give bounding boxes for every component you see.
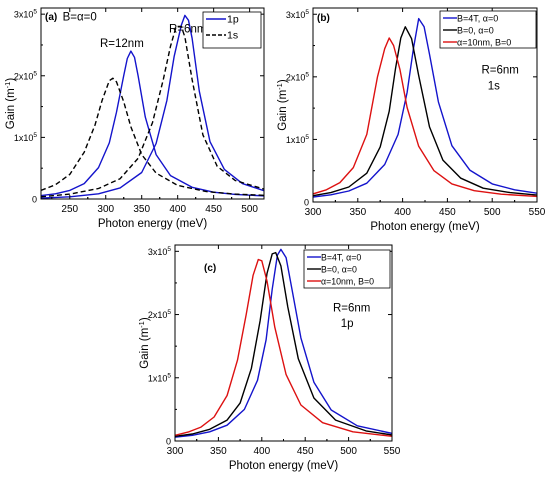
panel-a-y-tick-label: 0 — [32, 195, 37, 205]
panel-c-x-tick-label: 300 — [167, 446, 184, 457]
panel-b-y-axis-label: Gain (m-1) — [275, 79, 289, 131]
panel-a-y-tick-label: 3x105 — [14, 9, 38, 20]
panel-c-x-axis-label: Photon energy (meV) — [229, 460, 338, 472]
panel-c-y-tick-label: 1x105 — [148, 372, 172, 383]
panel-a-annotation: R=12nm — [100, 38, 144, 50]
panel-c-y-axis-label: Gain (m-1) — [137, 317, 151, 369]
panel-a-panel-label: (a) — [45, 12, 57, 23]
panel-a-x-tick-label: 300 — [97, 204, 114, 215]
panel-c-plot-area — [175, 248, 392, 438]
panel-a-x-tick-label: 350 — [133, 204, 150, 215]
panel-c-y-tick-label: 0 — [166, 437, 171, 447]
panel-a-legend-label: 1s — [227, 30, 238, 42]
panel-b-y-tick-label: 2x105 — [286, 71, 310, 82]
panel-a-plot-frame — [40, 7, 265, 200]
panel-a-y-tick-label: 2x105 — [14, 70, 38, 81]
panel-a-annotation: R=6nm — [169, 24, 206, 36]
panel-b-x-tick-label: 300 — [305, 207, 322, 218]
panel-c-legend-label: B=4T, α=0 — [321, 253, 361, 263]
panel-c: 300 350 400 450 500 550 0 1x105 2x105 3x105 Photon… — [137, 244, 401, 472]
panel-a-series-line-2 — [41, 77, 264, 196]
panel-a-y-axis-label: Gain (m-1) — [3, 78, 17, 130]
panel-b-x-tick-label: 550 — [529, 207, 546, 218]
panel-a-legend-box — [202, 11, 262, 49]
panel-c-x-tick-label: 400 — [253, 446, 270, 457]
panel-c-panel-label: (c) — [204, 263, 216, 274]
panel-b-legend-label: B=4T, α=0 — [457, 14, 498, 24]
panel-a-plot-area — [41, 14, 264, 199]
panel-c-series-line-2 — [175, 258, 392, 437]
panel-a-series-line-3 — [41, 25, 264, 198]
panel-c-x-tick-label: 450 — [297, 446, 314, 457]
panel-c-x-tick-label: 500 — [340, 446, 357, 457]
panel-c-y-tick-label: 2x105 — [148, 309, 172, 320]
panel-c-legend-label: B=0, α=0 — [321, 265, 357, 275]
panel-c-legend-label: α=10nm, B=0 — [321, 277, 374, 287]
panel-b-plot-area — [313, 17, 537, 198]
panel-a-x-tick-label: 400 — [169, 204, 186, 215]
panel-b-series-line-0 — [313, 17, 537, 198]
panel-a-x-tick-label: 250 — [61, 204, 78, 215]
panel-a-y-tick-label: 1x105 — [14, 132, 38, 143]
panel-b-legend-label: α=10nm, B=0 — [457, 38, 511, 48]
panel-a-legend-label: 1p — [227, 14, 239, 26]
panel-c-series-line-1 — [175, 251, 392, 437]
panel-b-series-line-2 — [313, 37, 537, 198]
panel-a: 250 300 350 400 450 500 0 1x105 2x105 3x105 Photon… — [3, 7, 265, 230]
panel-b-panel-label: (b) — [317, 13, 330, 24]
panel-c-y-tick-label: 3x105 — [148, 246, 172, 257]
panel-b-x-tick-label: 350 — [349, 207, 366, 218]
panel-b-y-tick-label: 0 — [304, 198, 309, 208]
panel-a-series-line-1 — [41, 14, 264, 199]
panel-b-y-tick-label: 1x105 — [286, 134, 310, 145]
panel-c-annotation: R=6nm — [333, 302, 370, 314]
panel-b-x-tick-label: 500 — [484, 207, 501, 218]
panel-c-x-tick-label: 550 — [384, 446, 401, 457]
panel-b-annotation: 1s — [488, 80, 500, 92]
panel-b-y-tick-label: 3x105 — [286, 9, 310, 20]
panel-a-x-tick-label: 450 — [205, 204, 222, 215]
panel-b-x-axis-label: Photon energy (meV) — [370, 221, 479, 233]
panel-a-x-axis-label: Photon energy (meV) — [98, 218, 207, 230]
panel-b-x-tick-label: 450 — [439, 207, 456, 218]
panel-c-x-tick-label: 350 — [210, 446, 227, 457]
panel-b-series-line-1 — [313, 26, 537, 197]
panel-b-legend-label: B=0, α=0 — [457, 26, 494, 36]
panel-a-annotation: B=α=0 — [63, 11, 97, 23]
panel-b: 300 350 400 450 500 550 0 1x105 2x105 3x105 Photon… — [275, 7, 546, 233]
panel-b-annotation: R=6nm — [481, 65, 518, 77]
panel-b-x-tick-label: 400 — [394, 207, 411, 218]
panel-a-series-line-0 — [41, 50, 264, 197]
panel-a-x-tick-label: 500 — [241, 204, 258, 215]
panel-c-annotation: 1p — [341, 318, 354, 330]
